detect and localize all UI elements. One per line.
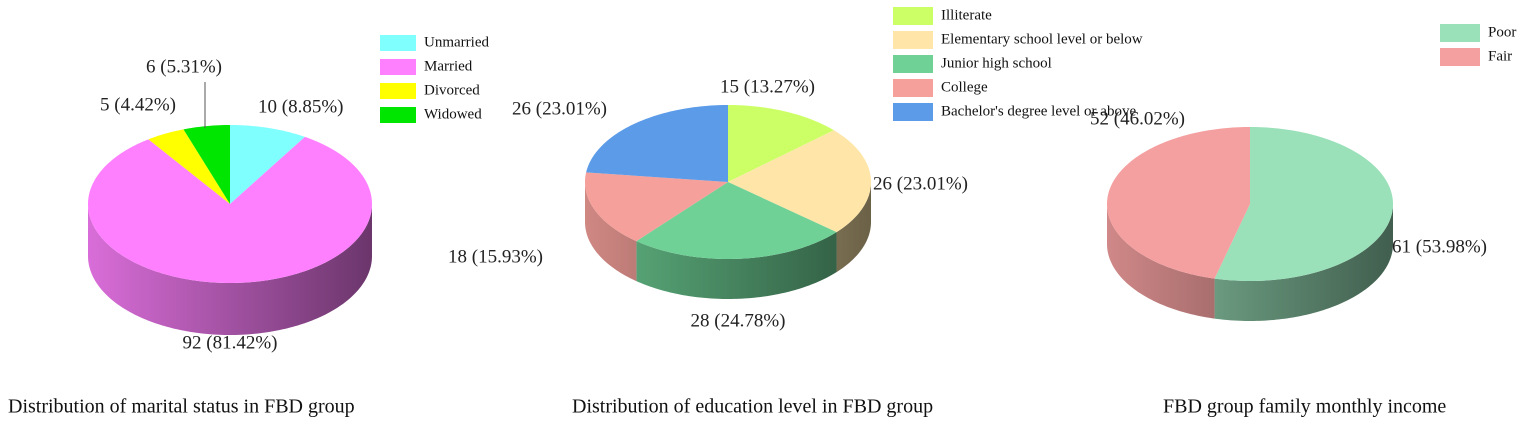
data-label: 92 (81.42%) (183, 332, 278, 353)
legend-label: Married (424, 58, 473, 74)
slice-side (88, 204, 372, 335)
slice-side (636, 232, 837, 299)
slice (1214, 127, 1393, 281)
slice (1107, 127, 1250, 279)
legend-label: Illiterate (941, 7, 992, 23)
slice-side (836, 182, 871, 273)
data-label: 28 (24.78%) (691, 310, 786, 331)
legend-swatch (893, 7, 933, 25)
slice (88, 136, 372, 283)
legend-swatch (893, 55, 933, 73)
pie-chart: 10 (8.85%) 92 (81.42%) 5 (4.42%) 6 (5.31%) U… (8, 34, 489, 417)
chart-title: Distribution of marital status in FBD gr… (8, 396, 355, 418)
legend-label: Divorced (424, 82, 480, 98)
legend-swatch (1440, 48, 1480, 66)
slice-side (1214, 204, 1393, 321)
legend-swatch (1440, 24, 1480, 42)
data-label: 15 (13.27%) (720, 76, 815, 97)
slice (585, 172, 728, 242)
data-label: 52 (46.02%) (1090, 108, 1185, 129)
data-label: 26 (23.01%) (873, 173, 968, 194)
slice (636, 182, 837, 259)
slice-side (1107, 204, 1215, 319)
pie-chart: 61 (53.98%) 52 (46.02%) Poor Fair FBD group … (1090, 24, 1516, 418)
legend-swatch (380, 107, 416, 123)
data-label: 10 (8.85%) (258, 96, 343, 117)
legend-label: Bachelor's degree level or above (941, 103, 1136, 119)
legend-swatch (380, 59, 416, 75)
legend-label: Junior high school (941, 55, 1052, 71)
data-label: 6 (5.31%) (146, 56, 222, 77)
pie-chart: 15 (13.27%) 26 (23.01%) 28 (24.78%) 18 (15.… (448, 7, 1143, 418)
legend-swatch (380, 35, 416, 51)
legend-label: College (941, 79, 988, 95)
legend-swatch (380, 83, 416, 99)
legend-label: Unmarried (424, 34, 489, 50)
slice (230, 125, 305, 204)
data-label: 61 (53.98%) (1392, 236, 1487, 257)
chart-title: FBD group family monthly income (1163, 396, 1446, 418)
legend-label: Poor (1488, 24, 1516, 40)
slice (728, 105, 834, 182)
legend-label: Elementary school level or below (941, 31, 1143, 47)
slice (148, 129, 230, 204)
legend-swatch (893, 31, 933, 49)
slice (728, 130, 871, 233)
slice-side (585, 182, 637, 282)
data-label: 5 (4.42%) (100, 94, 176, 115)
slice (183, 125, 230, 204)
legend-swatch (893, 79, 933, 97)
legend-label: Fair (1488, 48, 1512, 64)
chart-title: Distribution of education level in FBD g… (572, 396, 933, 418)
legend-label: Widowed (424, 106, 482, 122)
slice (586, 105, 728, 182)
data-label: 26 (23.01%) (512, 98, 607, 119)
legend-swatch (893, 103, 933, 121)
data-label: 18 (15.93%) (448, 246, 543, 267)
